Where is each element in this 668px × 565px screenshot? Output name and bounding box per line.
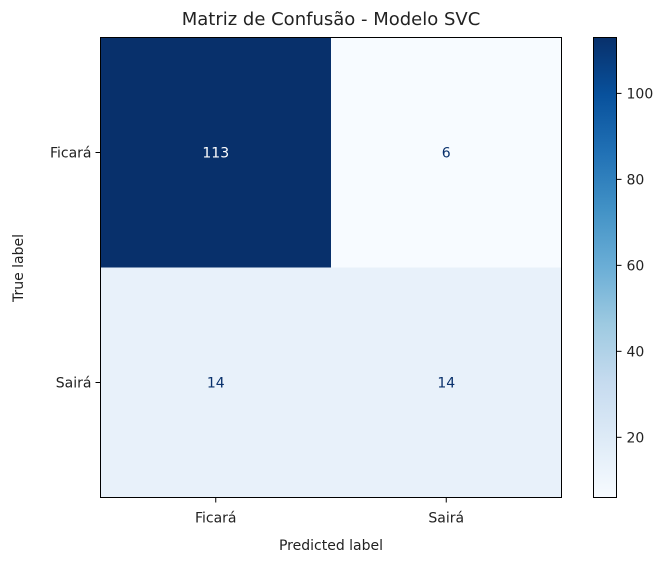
colorbar-tick-label: 60 [627, 258, 645, 274]
matrix-cells [100, 37, 562, 498]
x-axis-label: Predicted label [279, 538, 383, 554]
cell-value-0-0: 113 [202, 146, 229, 162]
colorbar-ticks: 20 40 60 80 100 [616, 86, 654, 446]
colorbar [593, 37, 617, 498]
y-axis: Ficará Sairá [50, 146, 101, 392]
cell-value-1-1: 14 [437, 376, 455, 392]
y-axis-label: True label [11, 234, 27, 303]
x-tick-label: Sairá [428, 511, 464, 527]
matrix-cell-labels: 113 6 14 14 [202, 146, 455, 392]
y-tick-label: Ficará [50, 146, 92, 162]
colorbar-tick-label: 100 [627, 86, 654, 102]
x-tick-label: Ficará [195, 511, 237, 527]
chart-title: Matriz de Confusão - Modelo SVC [182, 9, 481, 30]
colorbar-tick-label: 20 [627, 430, 645, 446]
cell-value-1-0: 14 [207, 376, 225, 392]
matrix-cell-1-0 [100, 267, 331, 498]
y-tick-label: Sairá [56, 376, 92, 392]
plot-frame [100, 37, 562, 498]
x-axis: Ficará Sairá [195, 497, 464, 527]
matrix-cell-1-1 [331, 267, 562, 498]
matrix-cell-0-1 [331, 37, 562, 268]
matrix-cell-0-0 [100, 37, 331, 268]
colorbar-tick-label: 40 [627, 344, 645, 360]
colorbar-tick-label: 80 [627, 172, 645, 188]
cell-value-0-1: 6 [442, 146, 451, 162]
